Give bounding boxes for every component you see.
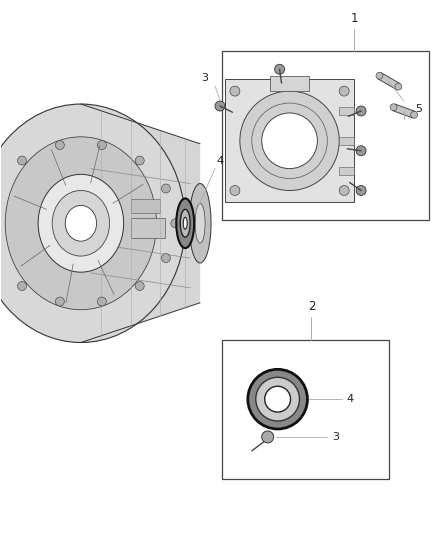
Bar xyxy=(339,107,354,115)
Bar xyxy=(225,79,354,203)
Ellipse shape xyxy=(176,198,194,248)
Polygon shape xyxy=(81,104,200,343)
Text: 5: 5 xyxy=(415,104,422,114)
Circle shape xyxy=(135,281,144,290)
Circle shape xyxy=(390,104,397,111)
Circle shape xyxy=(55,297,64,306)
Text: 1: 1 xyxy=(350,12,358,25)
Bar xyxy=(339,167,354,175)
Circle shape xyxy=(240,91,339,190)
Circle shape xyxy=(275,64,285,74)
Circle shape xyxy=(262,113,318,168)
Circle shape xyxy=(356,185,366,196)
Circle shape xyxy=(339,185,349,196)
Circle shape xyxy=(162,254,170,263)
Circle shape xyxy=(97,141,106,150)
Circle shape xyxy=(162,184,170,193)
Text: 3: 3 xyxy=(201,73,208,83)
Circle shape xyxy=(18,156,26,165)
Text: 4: 4 xyxy=(346,394,354,404)
Text: 3: 3 xyxy=(332,432,339,442)
Ellipse shape xyxy=(5,137,156,310)
Bar xyxy=(131,199,160,213)
Ellipse shape xyxy=(38,174,124,272)
Circle shape xyxy=(265,386,290,412)
Ellipse shape xyxy=(0,104,185,343)
Circle shape xyxy=(230,86,240,96)
Circle shape xyxy=(230,185,240,196)
Circle shape xyxy=(376,72,383,79)
Ellipse shape xyxy=(195,204,205,243)
Ellipse shape xyxy=(180,209,190,237)
Text: 4: 4 xyxy=(216,156,223,166)
Circle shape xyxy=(356,106,366,116)
Ellipse shape xyxy=(65,205,96,241)
Circle shape xyxy=(256,377,300,421)
Bar xyxy=(222,51,429,220)
Circle shape xyxy=(356,146,366,156)
Polygon shape xyxy=(392,104,415,118)
Circle shape xyxy=(262,431,274,443)
Ellipse shape xyxy=(183,217,187,229)
Ellipse shape xyxy=(52,190,110,256)
Circle shape xyxy=(410,111,417,118)
Circle shape xyxy=(97,297,106,306)
Circle shape xyxy=(18,281,26,290)
Circle shape xyxy=(171,219,180,228)
Bar xyxy=(131,219,165,238)
Bar xyxy=(270,76,309,91)
Circle shape xyxy=(215,101,225,111)
Circle shape xyxy=(135,156,144,165)
Circle shape xyxy=(395,83,402,90)
Ellipse shape xyxy=(189,183,211,263)
Bar xyxy=(222,340,389,479)
Polygon shape xyxy=(378,72,400,90)
Circle shape xyxy=(339,86,349,96)
Text: 2: 2 xyxy=(307,300,315,313)
Circle shape xyxy=(55,141,64,150)
Circle shape xyxy=(248,369,307,429)
Bar xyxy=(339,137,354,145)
